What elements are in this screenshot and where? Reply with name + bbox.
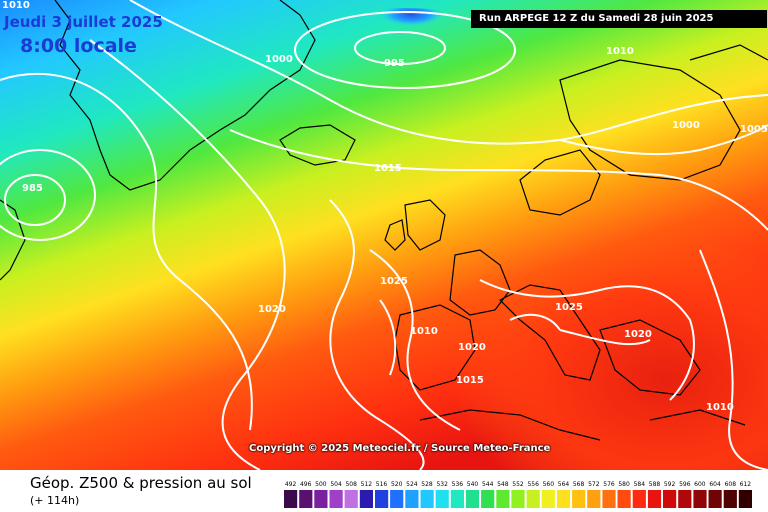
pressure-label: 1025 xyxy=(555,302,583,313)
pressure-label: 1000 xyxy=(672,120,700,131)
pressure-label: 1015 xyxy=(456,375,484,386)
pressure-label: 995 xyxy=(384,58,405,69)
legend-tick-label: 592 xyxy=(664,481,676,488)
legend-swatch xyxy=(632,490,646,508)
pressure-label: 1015 xyxy=(374,163,402,174)
legend-swatch xyxy=(723,490,737,508)
pressure-label: 1020 xyxy=(258,304,286,315)
legend-tick-label: 548 xyxy=(497,481,509,488)
legend-tick-label: 600 xyxy=(694,481,706,488)
pressure-label: 1010 xyxy=(706,402,734,413)
pressure-label: 1010 xyxy=(2,0,30,11)
legend-tick-label: 588 xyxy=(649,481,661,488)
legend-swatch xyxy=(693,490,707,508)
legend-swatch xyxy=(450,490,464,508)
forecast-date: Jeudi 3 juillet 2025 xyxy=(4,13,163,31)
legend-swatch xyxy=(663,490,677,508)
map-title: Géop. Z500 & pression au sol xyxy=(30,474,252,492)
legend-tick-label: 504 xyxy=(330,481,342,488)
legend-swatch xyxy=(284,490,298,508)
legend-swatch xyxy=(375,490,389,508)
legend-tick-label: 540 xyxy=(467,481,479,488)
pressure-labels: 1010 995 1010 1000 1015 1025 1020 1010 1… xyxy=(2,0,768,413)
legend-swatch xyxy=(572,490,586,508)
model-run-info: Run ARPEGE 12 Z du Samedi 28 juin 2025 xyxy=(471,10,767,28)
lead-time: (+ 114h) xyxy=(30,494,80,507)
legend-swatch xyxy=(647,490,662,508)
legend-swatch xyxy=(390,490,404,508)
legend-tick-label: 516 xyxy=(376,481,388,488)
legend-swatch xyxy=(587,490,601,508)
legend-swatch xyxy=(314,490,328,508)
legend-tick-label: 524 xyxy=(406,481,418,488)
isobars xyxy=(0,0,768,470)
legend-tick-label: 604 xyxy=(709,481,721,488)
pressure-label: 1005 xyxy=(740,124,768,135)
legend-swatch xyxy=(420,490,434,508)
pressure-label: 1010 xyxy=(606,46,634,57)
legend-swatch xyxy=(359,490,373,508)
copyright-notice: Copyright © 2025 Meteociel.fr / Source M… xyxy=(249,443,551,454)
forecast-local-time: 8:00 locale xyxy=(20,35,137,57)
legend-tick-label: 568 xyxy=(573,481,585,488)
pressure-label: 1020 xyxy=(458,342,486,353)
legend-swatch xyxy=(738,490,752,508)
legend-swatch xyxy=(405,490,419,508)
legend-swatch xyxy=(617,490,631,508)
legend-swatch xyxy=(541,490,555,508)
legend-tick-label: 500 xyxy=(315,481,327,488)
low-geopotential-area xyxy=(295,8,515,88)
legend-tick-label: 520 xyxy=(391,481,403,488)
legend-swatch xyxy=(329,490,343,508)
legend-tick-label: 536 xyxy=(452,481,464,488)
legend-tick-label: 580 xyxy=(618,481,630,488)
legend-tick-label: 492 xyxy=(285,481,297,488)
color-scale-legend: 492 496 500 504 508 512 516 520 524 528 532 536 540 5… xyxy=(284,481,752,508)
legend-swatch xyxy=(465,490,480,508)
legend-swatch xyxy=(678,490,692,508)
legend-tick-label: 612 xyxy=(740,481,752,488)
pressure-label: 985 xyxy=(22,183,43,194)
legend-tick-label: 556 xyxy=(527,481,539,488)
legend-tick-label: 596 xyxy=(679,481,691,488)
legend-tick-label: 584 xyxy=(634,481,646,488)
legend-tick-label: 552 xyxy=(512,481,524,488)
legend-tick-label: 608 xyxy=(725,481,737,488)
legend-tick-label: 496 xyxy=(300,481,312,488)
legend-tick-label: 564 xyxy=(558,481,570,488)
legend-tick-label: 532 xyxy=(436,481,448,488)
legend-swatch xyxy=(496,490,510,508)
legend-swatch xyxy=(556,490,571,508)
pressure-label: 1025 xyxy=(380,276,408,287)
legend-tick-label: 572 xyxy=(588,481,600,488)
high-geopotential-area xyxy=(300,150,768,470)
legend-swatch xyxy=(602,490,616,508)
weather-map: 1010 995 1010 1000 1015 1025 1020 1010 1… xyxy=(0,0,768,470)
legend-swatch xyxy=(299,490,313,508)
legend-tick-label: 544 xyxy=(482,481,494,488)
pressure-label: 1020 xyxy=(624,329,652,340)
legend-tick-label: 512 xyxy=(361,481,373,488)
legend-swatch xyxy=(435,490,449,508)
legend-swatch xyxy=(708,490,722,508)
legend-tick-label: 576 xyxy=(603,481,615,488)
legend-swatch xyxy=(526,490,540,508)
legend-swatch xyxy=(511,490,525,508)
pressure-label: 1000 xyxy=(265,54,293,65)
legend-tick-label: 508 xyxy=(345,481,357,488)
legend-swatch xyxy=(344,490,358,508)
pressure-label: 1010 xyxy=(410,326,438,337)
legend-tick-label: 528 xyxy=(421,481,433,488)
legend-swatch xyxy=(481,490,495,508)
legend-tick-label: 560 xyxy=(543,481,555,488)
